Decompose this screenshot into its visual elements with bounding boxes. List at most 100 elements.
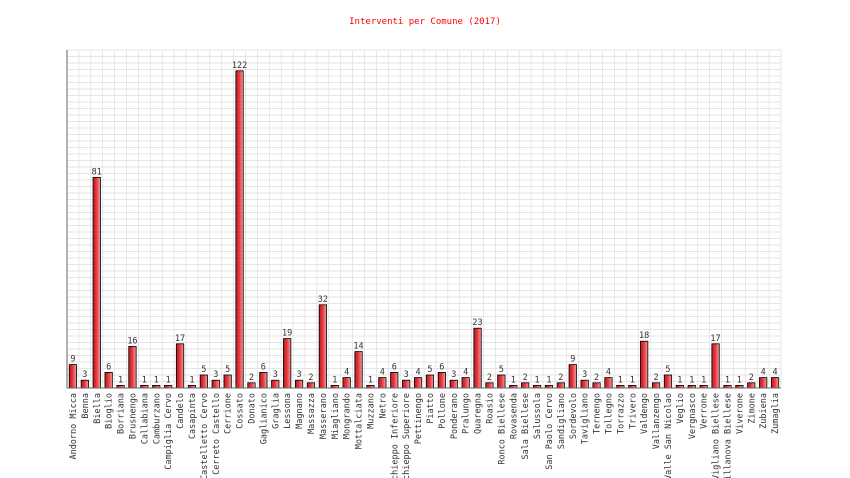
x-tick-label: Roasio xyxy=(485,393,495,424)
x-tick-label: Gaglianico xyxy=(259,393,269,444)
x-tick-label: Mongrando xyxy=(343,393,353,439)
x-tick-label: Camburzano xyxy=(152,393,162,444)
x-tick-label: Ronco Biellese xyxy=(497,393,507,465)
value-label: 32 xyxy=(318,295,328,305)
bar xyxy=(425,374,435,389)
value-label: 1 xyxy=(630,375,635,385)
value-label: 4 xyxy=(415,368,420,378)
value-label: 19 xyxy=(282,329,292,339)
value-label: 16 xyxy=(127,336,137,346)
x-tick-label: Quaregna xyxy=(474,393,484,434)
value-label: 81 xyxy=(92,167,102,177)
value-label: 2 xyxy=(523,373,528,383)
x-tick-label: Occhieppo Superiore xyxy=(402,393,412,478)
x-tick-label: Viverone xyxy=(735,393,745,434)
x-tick-label: Verrone xyxy=(700,393,710,429)
value-label: 17 xyxy=(710,334,720,344)
x-tick-label: Piatto xyxy=(426,393,436,424)
value-label: 1 xyxy=(534,375,539,385)
value-label: 14 xyxy=(353,342,363,352)
bar xyxy=(568,364,577,389)
x-tick-label: Donato xyxy=(247,393,257,424)
x-tick-label: Casapinta xyxy=(188,393,198,439)
bar xyxy=(485,382,494,389)
x-tick-label: Massazza xyxy=(307,393,317,434)
x-tick-label: Benna xyxy=(81,393,91,419)
x-tick-label: Villanova Biellese xyxy=(723,393,733,478)
bar xyxy=(556,382,565,389)
x-tick-label: Rovasenda xyxy=(509,393,519,439)
bar xyxy=(437,371,446,389)
value-label: 1 xyxy=(689,375,694,385)
bar xyxy=(604,377,613,389)
x-tick-label: Tavigliano xyxy=(581,393,591,444)
value-label: 2 xyxy=(653,373,658,383)
value-label: 6 xyxy=(261,362,266,372)
value-label: 1 xyxy=(511,375,516,385)
x-tick-label: San Paolo Cervo xyxy=(545,393,555,470)
x-tick-label: Bioglio xyxy=(105,393,115,429)
bar xyxy=(461,377,470,389)
bar xyxy=(283,338,292,389)
bar xyxy=(271,379,280,389)
x-tick-label: Campiglia Cervo xyxy=(164,393,174,470)
value-label: 3 xyxy=(582,370,587,380)
value-label: 3 xyxy=(296,370,301,380)
x-tick-label: Valdengo xyxy=(640,393,650,434)
bar xyxy=(211,379,220,389)
grid xyxy=(66,49,782,389)
value-label: 4 xyxy=(344,368,349,378)
value-label: 3 xyxy=(451,370,456,380)
x-tick-label: Callabiana xyxy=(140,393,150,444)
bar xyxy=(223,374,232,389)
x-tick-label: Cerrione xyxy=(224,393,234,434)
value-label: 1 xyxy=(189,375,194,385)
value-label: 2 xyxy=(487,373,492,383)
value-label: 5 xyxy=(225,365,230,375)
value-label: 23 xyxy=(472,318,482,328)
bar xyxy=(175,343,185,389)
x-tick-label: Graglia xyxy=(271,393,281,429)
bars xyxy=(68,70,780,389)
bar xyxy=(747,382,756,389)
x-tick-label: Netro xyxy=(378,393,388,419)
x-tick-label: Cossato xyxy=(236,393,246,429)
bar xyxy=(318,304,327,389)
bar xyxy=(92,176,101,389)
x-tick-label: Ponderano xyxy=(450,393,460,439)
x-tick-label: Miagliano xyxy=(331,393,341,439)
value-label: 5 xyxy=(201,365,206,375)
value-label: 3 xyxy=(213,370,218,380)
bar xyxy=(497,374,506,389)
value-label: 1 xyxy=(677,375,682,385)
bar xyxy=(521,382,530,389)
value-label: 3 xyxy=(404,370,409,380)
x-tick-label: Zimone xyxy=(747,393,757,424)
x-tick-label: Sala Biellese xyxy=(521,393,531,460)
bar xyxy=(580,379,589,389)
value-label: 1 xyxy=(118,375,123,385)
value-label: 2 xyxy=(249,373,254,383)
bar xyxy=(294,379,304,389)
bar xyxy=(80,379,89,389)
bar xyxy=(402,379,411,389)
x-tick-label: Cerreto Castello xyxy=(212,393,222,475)
bar xyxy=(128,345,137,389)
value-label: 2 xyxy=(749,373,754,383)
bar xyxy=(413,377,423,389)
value-label: 6 xyxy=(106,362,111,372)
value-label: 1 xyxy=(166,375,171,385)
x-tick-label: Biella xyxy=(93,393,103,424)
x-tick-label: Pollone xyxy=(438,393,448,429)
value-label: 4 xyxy=(761,368,766,378)
value-label: 1 xyxy=(725,375,730,385)
x-tick-label: Andorno Micca xyxy=(69,393,79,460)
value-label: 5 xyxy=(427,365,432,375)
bar xyxy=(711,343,720,389)
value-label: 17 xyxy=(175,334,185,344)
value-label: 1 xyxy=(546,375,551,385)
x-tick-label: Brusnengo xyxy=(128,393,138,439)
value-label: 4 xyxy=(380,368,385,378)
value-label: 3 xyxy=(82,370,87,380)
